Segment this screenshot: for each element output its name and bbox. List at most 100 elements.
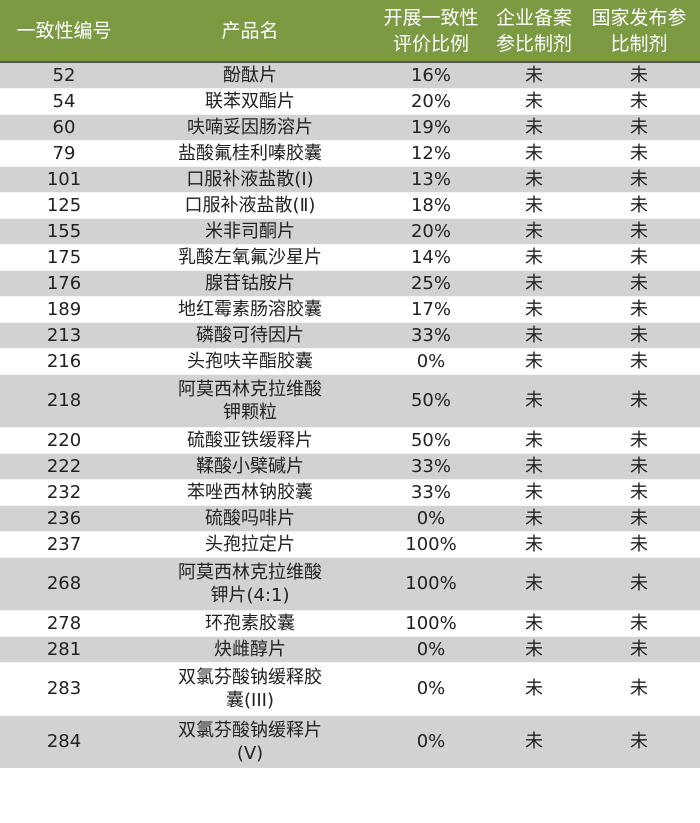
cell-national-text: 未	[630, 573, 648, 594]
cell-ratio-text: 100%	[405, 573, 457, 594]
cell-enterprise-text: 未	[525, 638, 543, 660]
cell-id: 284	[0, 714, 128, 768]
cell-name-text: 磷酸可待因片	[196, 324, 304, 346]
cell-enterprise-text: 未	[525, 168, 543, 190]
cell-ratio: 14%	[372, 243, 490, 270]
cell-enterprise: 未	[490, 165, 578, 192]
cell-enterprise: 未	[490, 373, 578, 427]
cell-national: 未	[578, 295, 700, 322]
cell-id: 175	[0, 243, 128, 270]
cell-enterprise: 未	[490, 504, 578, 531]
cell-ratio: 100%	[372, 609, 490, 636]
cell-id-text: 237	[46, 533, 82, 555]
cell-enterprise: 未	[490, 139, 578, 166]
cell-name: 头孢拉定片	[128, 530, 372, 557]
cell-ratio-text: 14%	[410, 246, 451, 268]
cell-national-text: 未	[630, 220, 648, 242]
cell-national: 未	[578, 661, 700, 715]
cell-enterprise-text: 未	[525, 533, 543, 555]
cell-enterprise-text: 未	[525, 507, 543, 529]
cell-ratio: 50%	[372, 426, 490, 453]
cell-national: 未	[578, 635, 700, 662]
cell-ratio: 13%	[372, 165, 490, 192]
table-row: 237 头孢拉定片 100% 未 未	[0, 530, 700, 557]
cell-name: 苯唑西林钠胶囊	[128, 478, 372, 505]
cell-name: 盐酸氟桂利嗪胶囊	[128, 139, 372, 166]
cell-national-text: 未	[630, 429, 648, 451]
cell-id: 213	[0, 321, 128, 348]
cell-national: 未	[578, 347, 700, 374]
cell-national: 未	[578, 321, 700, 348]
cell-name: 阿莫西林克拉维酸 钾片(4:1)	[128, 556, 372, 610]
cell-national-text: 未	[630, 678, 648, 699]
cell-national-text: 未	[630, 324, 648, 346]
cell-name-text: (Ⅴ)	[236, 742, 264, 764]
cell-id-text: 220	[46, 429, 82, 451]
cell-enterprise-text: 未	[525, 324, 543, 346]
cell-national: 未	[578, 113, 700, 140]
cell-id: 232	[0, 478, 128, 505]
cell-id: 268	[0, 556, 128, 610]
cell-id: 222	[0, 452, 128, 479]
cell-enterprise-text: 未	[525, 64, 543, 86]
cell-ratio-text: 18%	[410, 194, 451, 216]
cell-ratio-text: 19%	[410, 116, 451, 138]
cell-enterprise-text: 未	[525, 573, 543, 594]
header-national-line1: 国家发布参	[591, 6, 687, 29]
table-row: 189 地红霉素肠溶胶囊 17% 未 未	[0, 295, 700, 322]
cell-name: 双氯芬酸钠缓释胶 囊(III)	[128, 661, 372, 715]
cell-ratio-text: 20%	[410, 90, 451, 112]
cell-national: 未	[578, 452, 700, 479]
cell-national: 未	[578, 530, 700, 557]
table-row: 278 环孢素胶囊 100% 未 未	[0, 609, 700, 636]
cell-national: 未	[578, 191, 700, 218]
cell-ratio-text: 100%	[405, 612, 457, 634]
cell-ratio: 19%	[372, 113, 490, 140]
cell-name-text: 联苯双酯片	[205, 90, 295, 112]
cell-id: 237	[0, 530, 128, 557]
cell-national-text: 未	[630, 246, 648, 268]
cell-national: 未	[578, 609, 700, 636]
cell-ratio-text: 0%	[416, 678, 446, 699]
cell-id: 101	[0, 165, 128, 192]
cell-name: 炔雌醇片	[128, 635, 372, 662]
cell-ratio-text: 25%	[410, 272, 451, 294]
cell-ratio: 50%	[372, 373, 490, 427]
cell-name: 口服补液盐散(Ⅰ)	[128, 165, 372, 192]
cell-name: 腺苷钴胺片	[128, 269, 372, 296]
cell-name: 硫酸吗啡片	[128, 504, 372, 531]
table-row: 283 双氯芬酸钠缓释胶 囊(III) 0% 未 未	[0, 661, 700, 715]
cell-id-text: 60	[52, 116, 76, 138]
cell-id-text: 54	[52, 90, 76, 112]
cell-enterprise: 未	[490, 321, 578, 348]
cell-ratio: 18%	[372, 191, 490, 218]
cell-national: 未	[578, 504, 700, 531]
cell-ratio-text: 50%	[410, 390, 451, 411]
cell-national-text: 未	[630, 612, 648, 634]
cell-national-text: 未	[630, 272, 648, 294]
cell-national: 未	[578, 373, 700, 427]
cell-id: 60	[0, 113, 128, 140]
cell-enterprise-text: 未	[525, 390, 543, 411]
cell-enterprise: 未	[490, 530, 578, 557]
cell-enterprise: 未	[490, 191, 578, 218]
cell-id: 218	[0, 373, 128, 427]
cell-national-text: 未	[630, 350, 648, 372]
cell-name-text: 双氯芬酸钠缓释胶	[178, 666, 322, 688]
cell-ratio-text: 100%	[405, 533, 457, 555]
cell-name: 阿莫西林克拉维酸 钾颗粒	[128, 373, 372, 427]
cell-ratio-text: 33%	[410, 455, 451, 477]
table-body: 52 酚酞片 16% 未未 54 联苯双酯片 20% 未未 60 呋喃妥因肠溶片 19% 未未 79 盐酸…	[0, 61, 700, 768]
table-row: 155 米非司酮片 20% 未 未	[0, 217, 700, 244]
table-row: 101 口服补液盐散(Ⅰ) 13% 未 未	[0, 165, 700, 192]
cell-ratio-text: 33%	[410, 324, 451, 346]
table-row: 218 阿莫西林克拉维酸 钾颗粒 50% 未 未	[0, 373, 700, 427]
cell-national-text: 未	[630, 507, 648, 529]
header-ratio-line1: 开展一致性	[383, 6, 479, 29]
cell-id: 155	[0, 217, 128, 244]
cell-national: 未	[578, 217, 700, 244]
cell-name: 磷酸可待因片	[128, 321, 372, 348]
table-row: 79 盐酸氟桂利嗪胶囊 12% 未 未	[0, 139, 700, 166]
cell-enterprise-text: 未	[525, 116, 543, 138]
cell-ratio: 25%	[372, 269, 490, 296]
